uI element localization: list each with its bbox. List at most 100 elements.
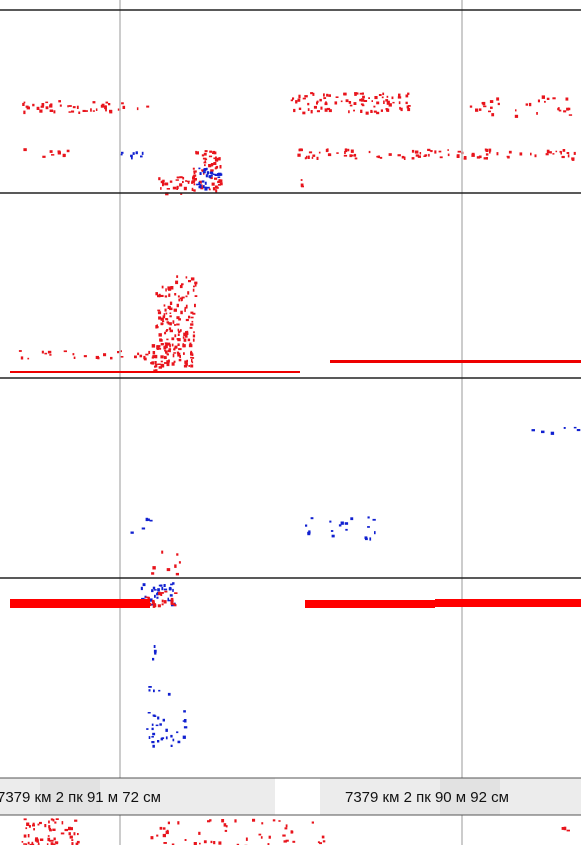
signal-dot — [44, 824, 46, 827]
signal-dot — [183, 336, 185, 338]
signal-dot — [439, 151, 442, 153]
signal-dot — [190, 352, 193, 356]
signal-dot — [351, 150, 354, 153]
signal-dot — [137, 353, 139, 356]
signal-dot — [304, 95, 308, 97]
signal-dot — [261, 822, 263, 824]
signal-dot — [368, 516, 370, 518]
signal-dot — [23, 111, 25, 115]
signal-dot — [28, 834, 30, 837]
signal-dot — [381, 109, 383, 112]
signal-dot — [310, 92, 313, 94]
signal-dot — [188, 365, 190, 367]
signal-dot — [184, 726, 187, 728]
signal-dot — [349, 101, 351, 104]
signal-dot — [344, 155, 347, 157]
signal-dot — [184, 309, 186, 312]
signal-dot — [198, 832, 200, 835]
signal-dot — [484, 157, 487, 159]
signal-dot — [23, 148, 26, 151]
signal-dot — [157, 310, 160, 312]
signal-dot — [295, 100, 297, 103]
signal-dot — [542, 95, 545, 99]
signal-dot — [472, 153, 475, 156]
signal-dot — [319, 99, 322, 102]
signal-dot — [192, 357, 194, 359]
signal-dot — [134, 356, 137, 359]
signal-dot — [301, 184, 304, 187]
signal-dot — [179, 359, 182, 361]
signal-dot — [273, 819, 276, 821]
signal-dot — [176, 324, 179, 326]
signal-dot — [169, 315, 171, 317]
signal-dot — [121, 152, 124, 154]
signal-dot — [70, 836, 73, 839]
signal-dot — [551, 432, 554, 435]
signal-dot — [269, 836, 271, 839]
signal-dot — [278, 820, 280, 822]
signal-dot — [96, 356, 99, 359]
signal-dot — [158, 311, 161, 314]
signal-dot — [385, 99, 388, 102]
signal-dot — [538, 100, 540, 103]
signal-dot — [74, 832, 76, 835]
signal-dot — [213, 158, 215, 160]
signal-dot — [154, 595, 156, 598]
signal-dot — [155, 325, 157, 328]
signal-dot — [179, 183, 182, 186]
defectogram: 7379 км 2 пк 91 м 72 см 7379 км 2 пк 90 … — [0, 0, 581, 845]
signal-dot — [166, 339, 168, 341]
signal-dot — [168, 822, 170, 825]
signal-dot — [120, 356, 123, 358]
signal-dot — [153, 605, 156, 608]
signal-dot — [212, 183, 215, 186]
signal-dot — [207, 820, 210, 822]
signal-dot — [171, 337, 174, 340]
signal-dot — [167, 830, 169, 832]
signal-dot — [167, 568, 171, 571]
signal-dot — [150, 520, 153, 522]
signal-dot — [170, 330, 173, 333]
signal-dot — [77, 833, 79, 835]
signal-dot — [49, 840, 51, 842]
signal-dot — [182, 297, 185, 299]
signal-dot — [174, 604, 177, 606]
signal-dot — [90, 108, 92, 111]
signal-dot — [552, 153, 554, 155]
signal-dot — [50, 150, 53, 153]
signal-dot — [569, 114, 572, 116]
signal-dot — [58, 100, 61, 102]
signal-dot — [154, 645, 156, 648]
signal-dot — [490, 107, 493, 109]
signal-dot — [93, 110, 95, 112]
signal-dot — [183, 343, 185, 346]
signal-dot — [305, 525, 307, 527]
signal-dot — [164, 304, 166, 306]
signal-dot — [177, 177, 179, 179]
signal-dot — [153, 351, 156, 355]
signal-dot — [407, 108, 410, 111]
signal-dot — [577, 429, 581, 431]
signal-dot — [48, 351, 51, 354]
signal-dot — [103, 353, 106, 356]
signal-dot — [571, 157, 574, 159]
signal-dot — [156, 725, 159, 727]
signal-dot — [483, 106, 486, 108]
signal-dot — [173, 739, 175, 742]
signal-dot — [178, 295, 180, 297]
signal-dot — [175, 281, 178, 285]
signal-dot — [174, 324, 176, 326]
signal-dot — [54, 822, 56, 824]
signal-dot — [379, 94, 382, 96]
signal-dot — [53, 110, 55, 113]
signal-dot — [192, 321, 194, 323]
signal-dot — [204, 168, 207, 170]
signal-dot — [184, 339, 187, 342]
signal-dot — [203, 158, 207, 160]
signal-dot — [163, 827, 166, 829]
signal-dot — [412, 150, 414, 153]
signal-dot — [174, 564, 176, 568]
signal-dot — [205, 182, 207, 185]
signal-dot — [217, 158, 221, 161]
signal-dot — [211, 841, 213, 843]
